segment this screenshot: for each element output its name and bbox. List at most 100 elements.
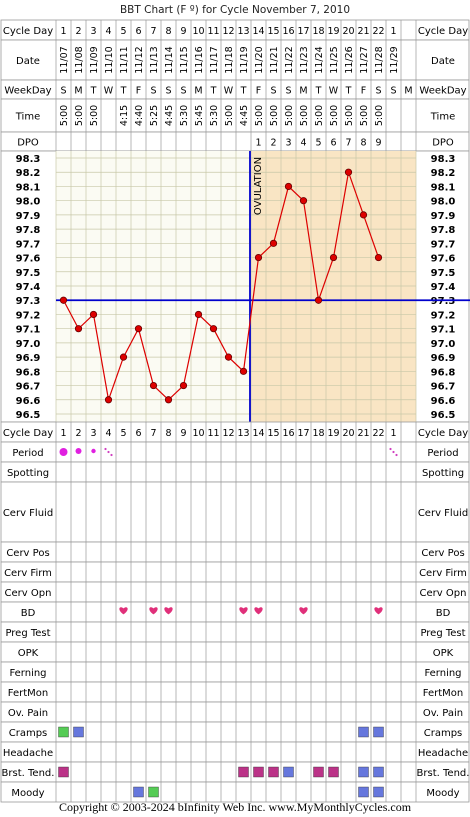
- period-spotting-icon: [389, 447, 398, 457]
- y-tick-label-right: 96.5: [431, 410, 456, 421]
- chart-title: BBT Chart (F º) for Cycle November 7, 20…: [120, 4, 350, 16]
- weekday-label-right: WeekDay: [419, 86, 466, 97]
- time-cell: 5:00: [269, 105, 280, 126]
- y-tick-label-left: 96.6: [16, 396, 41, 407]
- row-label-right: BD: [436, 608, 451, 619]
- dpo-label-left: DPO: [17, 138, 39, 149]
- y-tick-label-right: 97.5: [431, 268, 456, 279]
- y-tick-label-right: 97.6: [431, 254, 456, 265]
- time-cell: 4:45: [164, 105, 175, 126]
- y-tick-label-left: 97.5: [16, 268, 41, 279]
- time-cell: 5:00: [224, 105, 235, 126]
- cycle_day-cell: 10: [192, 26, 204, 37]
- spot-dot: [392, 450, 395, 454]
- y-tick-label-right: 98.3: [431, 154, 456, 165]
- row-label-left: Spotting: [7, 468, 49, 479]
- temperature-point: [164, 396, 173, 404]
- cycle_day-cell: 15: [267, 428, 279, 439]
- y-tick-label-right: 98.1: [431, 182, 456, 193]
- cycle_day-cell: 8: [165, 428, 171, 439]
- footer-copyright: Copyright © 2003-2024 bInfinity Web Inc.…: [59, 800, 412, 814]
- date-label-left: Date: [16, 56, 40, 67]
- row-label-left: Brst. Tend.: [2, 768, 55, 779]
- date-cell: 11/25: [329, 46, 340, 73]
- y-tick-label-left: 97.1: [16, 325, 41, 336]
- heart-icon: [254, 607, 263, 615]
- heart-icon: [374, 607, 383, 615]
- row-label-right: Cerv Firm: [419, 568, 467, 579]
- cycle_day-cell: 6: [135, 26, 141, 37]
- row-label-left: Cerv Firm: [4, 568, 52, 579]
- temperature-point: [329, 253, 338, 262]
- y-tick-label-left: 97.7: [16, 239, 41, 250]
- dpo-cell: 6: [330, 138, 336, 149]
- y-tick-label-left: 97.8: [16, 225, 41, 236]
- weekday-cell: F: [136, 86, 141, 97]
- time-cell: 5:00: [374, 105, 385, 126]
- weekday-cell: S: [375, 86, 381, 97]
- time-cell: 4:45: [239, 105, 250, 126]
- temperature-point: [284, 182, 293, 191]
- date-cell: 11/27: [359, 46, 370, 73]
- cycle_day-label-left: Cycle Day: [3, 428, 53, 439]
- time-cell: 5:30: [179, 105, 190, 126]
- cycle_day-cell: 1: [390, 26, 396, 37]
- row-label-left: Ov. Pain: [8, 708, 48, 719]
- weekday-cell: T: [210, 86, 217, 97]
- dpo-cell: 2: [270, 138, 276, 149]
- y-tick-label-right: 96.7: [431, 382, 456, 393]
- weekday-cell: T: [240, 86, 247, 97]
- weekday-cell: M: [404, 86, 412, 97]
- temperature-point: [359, 211, 368, 219]
- row-label-left: Cerv Pos: [6, 548, 49, 559]
- weekday-cell: S: [285, 86, 291, 97]
- row-label-right: Cerv Fluid: [418, 508, 468, 519]
- cycle_day-label-right: Cycle Day: [418, 26, 468, 37]
- date-cell: 11/11: [119, 46, 130, 73]
- y-tick-label-right: 97.7: [431, 239, 456, 250]
- symptom-marker: [358, 726, 369, 738]
- dpo-label-right: DPO: [432, 138, 454, 149]
- symptom-marker: [58, 766, 69, 778]
- symptom-marker: [373, 726, 384, 738]
- cycle_day-cell: 22: [372, 26, 384, 37]
- symptom-marker: [268, 766, 279, 778]
- symptom-marker: [283, 766, 294, 778]
- heart-icon: [119, 607, 128, 615]
- spot-dot: [104, 447, 107, 451]
- cycle_day-cell: 12: [222, 26, 234, 37]
- y-tick-label-right: 97.8: [431, 225, 456, 236]
- row-label-right: Ferning: [424, 668, 461, 679]
- dpo-cell: 9: [375, 138, 381, 149]
- follicular-phase-bg: [56, 151, 250, 422]
- time-cell: 5:00: [59, 105, 70, 126]
- cycle_day-cell: 20: [342, 428, 354, 439]
- temperature-point: [254, 253, 263, 262]
- cycle_day-cell: 21: [357, 428, 369, 439]
- temperature-point: [209, 325, 218, 333]
- y-tick-label-right: 96.8: [431, 367, 456, 378]
- weekday-cell: F: [361, 86, 366, 97]
- weekday-cell: S: [165, 86, 171, 97]
- row-label-right: Headache: [418, 748, 468, 759]
- weekday-cell: T: [120, 86, 127, 97]
- time-cell: 5:30: [209, 105, 220, 126]
- y-tick-label-right: 97.4: [431, 282, 456, 293]
- cycle_day-cell: 3: [90, 428, 96, 439]
- weekday-cell: M: [194, 86, 202, 97]
- cycle_day-cell: 13: [237, 428, 249, 439]
- y-tick-label-left: 97.2: [16, 310, 41, 321]
- y-tick-label-left: 97.4: [16, 282, 41, 293]
- y-tick-label-left: 97.0: [16, 339, 41, 350]
- y-tick-label-right: 98.0: [431, 197, 456, 208]
- symptom-marker: [58, 726, 69, 738]
- y-tick-label-left: 98.3: [16, 154, 41, 165]
- cycle_day-cell: 19: [327, 26, 339, 37]
- y-tick-label-left: 97.3: [16, 296, 41, 307]
- cycle_day-cell: 14: [252, 26, 264, 37]
- cycle_day-cell: 17: [297, 428, 309, 439]
- cycle_day-cell: 18: [312, 26, 324, 37]
- temperature-point: [269, 239, 278, 247]
- y-tick-label-right: 97.9: [431, 211, 456, 222]
